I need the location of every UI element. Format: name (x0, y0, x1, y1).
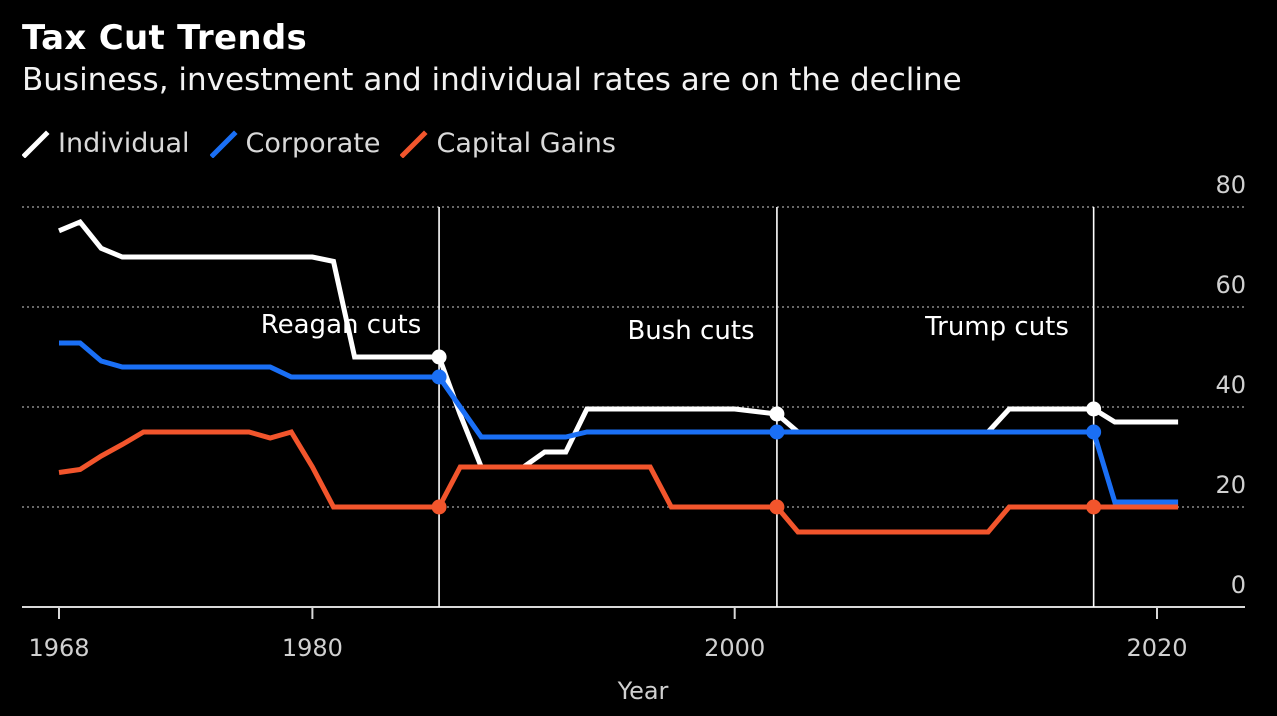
annotation-label-reagan-cuts: Reagan cuts (261, 310, 422, 340)
legend-item-corporate: Corporate (209, 128, 381, 159)
legend-swatch-capital-gains (400, 129, 429, 158)
marker-corporate-2002 (769, 424, 785, 440)
x-tick-label-2000: 2000 (704, 634, 765, 662)
marker-individual-1986 (431, 349, 447, 365)
marker-capital-gains-1986 (431, 499, 447, 515)
x-axis-title: Year (617, 677, 669, 705)
y-tick-label-40: 40 (1215, 371, 1246, 399)
marker-corporate-1986 (431, 369, 447, 385)
legend-label-individual: Individual (58, 128, 190, 159)
legend-item-individual: Individual (22, 128, 190, 159)
marker-individual-2002 (769, 406, 785, 422)
series-line-individual (58, 218, 1179, 470)
annotation-label-bush-cuts: Bush cuts (627, 316, 754, 346)
y-tick-label-0: 0 (1231, 571, 1246, 599)
marker-corporate-2017 (1086, 424, 1102, 440)
annotation-label-trump-cuts: Trump cuts (924, 312, 1069, 342)
legend: Individual Corporate Capital Gains (22, 128, 636, 159)
legend-label-capital-gains: Capital Gains (436, 128, 616, 159)
series-line-capital-gains (58, 429, 1179, 535)
y-tick-label-60: 60 (1215, 271, 1246, 299)
legend-swatch-corporate (209, 129, 238, 158)
series-line-corporate (59, 340, 1179, 505)
legend-item-capital-gains: Capital Gains (400, 128, 616, 159)
x-tick-label-1968: 1968 (28, 634, 89, 662)
legend-swatch-individual (22, 129, 50, 158)
chart-subtitle: Business, investment and individual rate… (22, 62, 962, 98)
marker-capital-gains-2002 (769, 499, 785, 515)
marker-individual-2017 (1086, 401, 1102, 417)
legend-label-corporate: Corporate (245, 128, 381, 159)
x-tick-label-2020: 2020 (1126, 634, 1187, 662)
chart-title: Tax Cut Trends (22, 18, 308, 58)
y-tick-label-80: 80 (1215, 171, 1246, 199)
x-tick-label-1980: 1980 (282, 634, 343, 662)
y-tick-label-20: 20 (1215, 471, 1246, 499)
marker-capital-gains-2017 (1086, 499, 1102, 515)
